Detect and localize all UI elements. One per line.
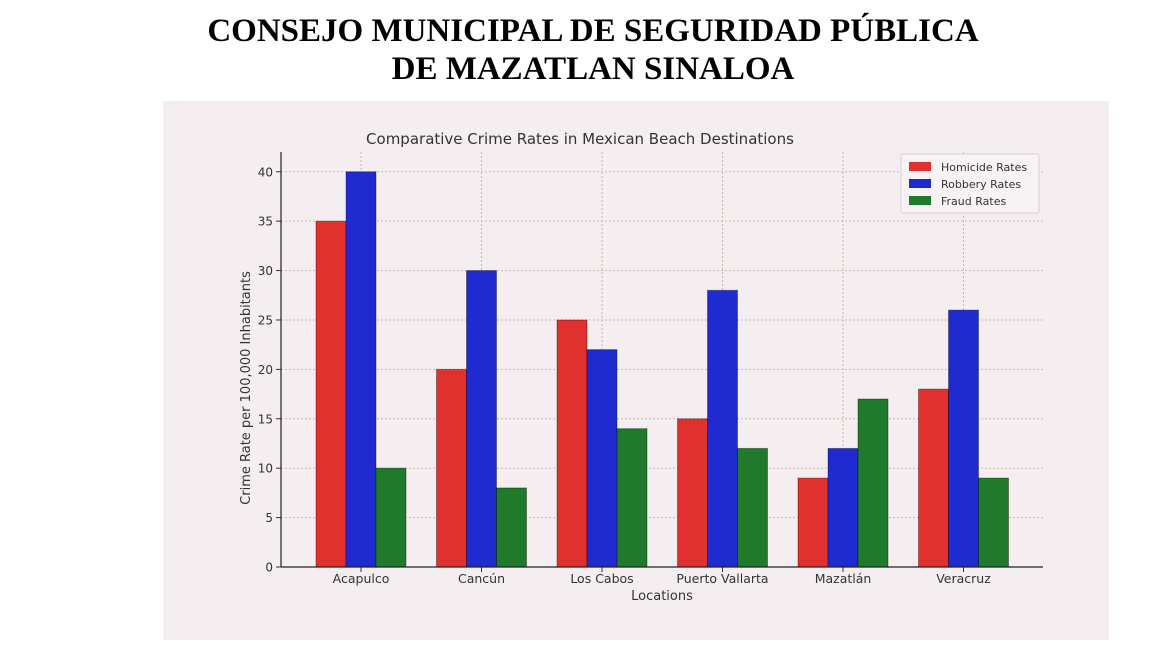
legend: Homicide Rates Robbery Rates Fraud Rates: [900, 153, 1040, 214]
chart-panel: Comparative Crime Rates in Mexican Beach…: [163, 101, 1109, 640]
bar-homicide-rates: [677, 418, 708, 568]
bar-fraud-rates: [857, 398, 889, 568]
x-tick-label: Puerto Vallarta: [676, 571, 768, 586]
header-line-1: CONSEJO MUNICIPAL DE SEGURIDAD PÚBLICA: [207, 13, 979, 49]
tick-labels: 0 5 10 15 20 25 30 35 40 Acapulco Cancún Los Cabos P…: [258, 165, 991, 586]
legend-label: Homicide Rates: [941, 161, 1027, 174]
y-tick-label: 5: [265, 511, 273, 525]
bar-robbery-rates: [707, 289, 738, 568]
x-tick-label: Mazatlán: [815, 571, 872, 586]
bars: [315, 171, 1009, 568]
bar-fraud-rates: [616, 428, 648, 568]
x-axis-label: Locations: [631, 589, 693, 604]
chart-title: Comparative Crime Rates in Mexican Beach…: [366, 130, 794, 148]
legend-label: Fraud Rates: [941, 195, 1006, 208]
bar-homicide-rates: [436, 368, 467, 568]
legend-swatch: [909, 179, 931, 188]
header-line-2: DE MAZATLAN SINALOA: [391, 51, 795, 87]
bar-fraud-rates: [496, 487, 527, 568]
bar-fraud-rates: [375, 467, 407, 568]
legend-swatch: [909, 162, 931, 171]
bar-homicide-rates: [556, 319, 588, 568]
y-tick-label: 30: [258, 264, 273, 278]
legend-label: Robbery Rates: [941, 178, 1021, 191]
y-tick-label: 0: [265, 561, 273, 575]
crime-rate-bar-chart: Comparative Crime Rates in Mexican Beach…: [239, 130, 1043, 604]
y-tick-label: 40: [258, 165, 273, 179]
bar-homicide-rates: [797, 477, 829, 568]
bar-fraud-rates: [978, 477, 1009, 568]
y-tick-label: 25: [258, 313, 273, 327]
bar-robbery-rates: [345, 171, 377, 568]
legend-swatch: [909, 196, 931, 205]
y-axis-label: Crime Rate per 100,000 Inhabitants: [239, 271, 254, 505]
bar-robbery-rates: [586, 349, 618, 568]
x-tick-label: Veracruz: [936, 571, 991, 586]
y-tick-label: 35: [258, 215, 273, 229]
y-tick-label: 10: [258, 462, 273, 476]
bar-homicide-rates: [918, 388, 949, 568]
bar-homicide-rates: [315, 220, 347, 568]
page-header: CONSEJO MUNICIPAL DE SEGURIDAD PÚBLICA D…: [0, 12, 1170, 88]
y-tick-label: 20: [258, 363, 273, 377]
bar-robbery-rates: [466, 270, 497, 568]
y-tick-label: 15: [258, 412, 273, 426]
bar-fraud-rates: [737, 447, 768, 568]
x-tick-label: Los Cabos: [570, 571, 633, 586]
x-tick-label: Acapulco: [333, 571, 390, 586]
bar-robbery-rates: [827, 447, 859, 568]
legend-box: [900, 153, 1040, 214]
bar-robbery-rates: [948, 309, 979, 568]
x-tick-label: Cancún: [458, 571, 505, 586]
axes: [276, 152, 1043, 572]
